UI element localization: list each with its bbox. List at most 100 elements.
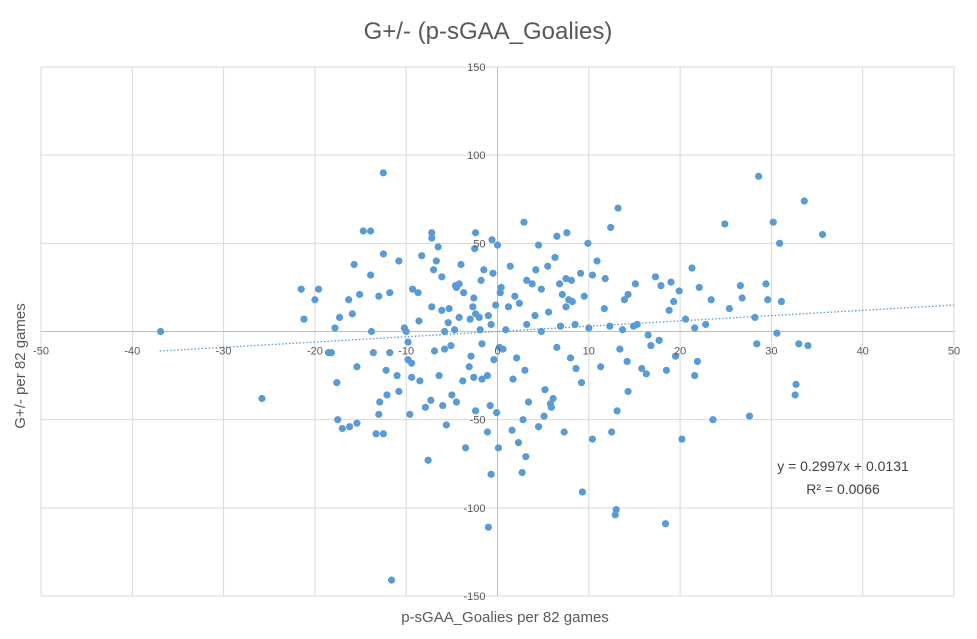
data-point xyxy=(631,280,639,288)
data-point xyxy=(359,227,367,235)
data-point xyxy=(379,430,387,438)
data-point xyxy=(475,313,483,321)
data-point xyxy=(430,347,439,355)
data-point xyxy=(528,280,536,288)
data-point xyxy=(382,366,390,374)
data-point xyxy=(584,239,592,247)
data-point xyxy=(707,296,715,304)
data-point xyxy=(504,303,513,311)
data-point xyxy=(484,312,492,320)
data-point xyxy=(438,306,446,314)
data-point xyxy=(375,292,383,300)
data-point xyxy=(571,320,579,329)
x-tick-label: -40 xyxy=(124,346,140,358)
data-point xyxy=(484,523,492,531)
data-point xyxy=(576,269,585,277)
data-point xyxy=(588,271,597,279)
data-point xyxy=(522,453,530,461)
data-point xyxy=(515,299,524,307)
data-point xyxy=(442,421,450,429)
data-point xyxy=(776,239,784,247)
x-tick-label: -50 xyxy=(33,346,49,358)
data-point xyxy=(764,296,772,304)
data-point xyxy=(448,391,456,399)
data-point xyxy=(353,363,361,371)
data-point xyxy=(366,227,375,235)
data-point xyxy=(496,289,504,297)
data-point xyxy=(611,511,619,519)
trendline-r-squared: R² = 0.0066 xyxy=(806,481,880,497)
data-point xyxy=(593,257,601,265)
data-point xyxy=(695,283,703,292)
data-point xyxy=(416,377,424,385)
data-point xyxy=(514,438,523,447)
data-point xyxy=(376,398,384,406)
data-point xyxy=(455,280,463,288)
data-point xyxy=(661,520,670,528)
data-point xyxy=(406,410,414,418)
data-point xyxy=(427,396,435,404)
data-point xyxy=(541,386,549,394)
y-tick-label: -50 xyxy=(470,415,486,427)
data-point xyxy=(769,218,777,226)
chart-title: G+/- (p-sGAA_Goalies) xyxy=(364,18,613,45)
data-point xyxy=(386,289,394,297)
data-point xyxy=(438,273,446,281)
data-point xyxy=(493,241,502,249)
data-point xyxy=(499,345,507,353)
data-point xyxy=(444,319,452,327)
data-point xyxy=(335,313,344,321)
data-point xyxy=(613,407,621,415)
data-point xyxy=(465,363,473,371)
data-point xyxy=(736,282,744,290)
data-point xyxy=(471,245,479,253)
data-point xyxy=(509,375,517,383)
data-point xyxy=(487,470,495,478)
data-point xyxy=(459,377,467,385)
data-point xyxy=(567,276,576,284)
data-point xyxy=(638,364,646,373)
data-point xyxy=(488,236,496,244)
data-point xyxy=(618,326,627,334)
data-point xyxy=(387,576,396,584)
y-axis-label: G+/- per 82 games xyxy=(12,303,29,428)
data-point xyxy=(600,304,608,313)
data-point xyxy=(348,310,356,318)
data-point xyxy=(693,357,702,366)
data-point xyxy=(345,296,353,304)
data-point xyxy=(429,266,438,274)
data-point xyxy=(511,292,519,300)
data-point xyxy=(467,352,475,360)
data-point xyxy=(502,326,510,334)
data-point xyxy=(477,276,485,284)
x-tick-label: 20 xyxy=(674,346,686,358)
data-point xyxy=(745,412,754,420)
data-point xyxy=(675,287,683,295)
data-point xyxy=(691,371,699,380)
x-tick-label: -20 xyxy=(307,346,323,358)
data-point xyxy=(709,416,717,424)
data-point xyxy=(534,423,543,431)
data-point xyxy=(580,292,588,300)
data-point xyxy=(691,324,699,332)
data-point xyxy=(537,327,545,336)
data-point xyxy=(566,354,575,362)
data-point xyxy=(492,409,501,417)
data-point xyxy=(497,283,505,292)
x-axis-label: p-sGAA_Goalies per 82 games xyxy=(401,609,609,626)
data-point xyxy=(804,342,812,350)
data-point xyxy=(577,379,586,387)
data-point xyxy=(518,468,526,477)
data-point xyxy=(435,371,443,380)
data-point xyxy=(624,387,632,396)
data-point xyxy=(738,294,746,302)
data-point xyxy=(486,401,494,410)
data-point xyxy=(480,266,488,274)
data-point xyxy=(331,324,339,332)
data-point xyxy=(572,364,580,373)
x-tick-label: 40 xyxy=(857,346,869,358)
data-point xyxy=(366,271,375,279)
data-point xyxy=(721,220,729,228)
data-point xyxy=(818,230,827,239)
data-point xyxy=(681,315,690,323)
